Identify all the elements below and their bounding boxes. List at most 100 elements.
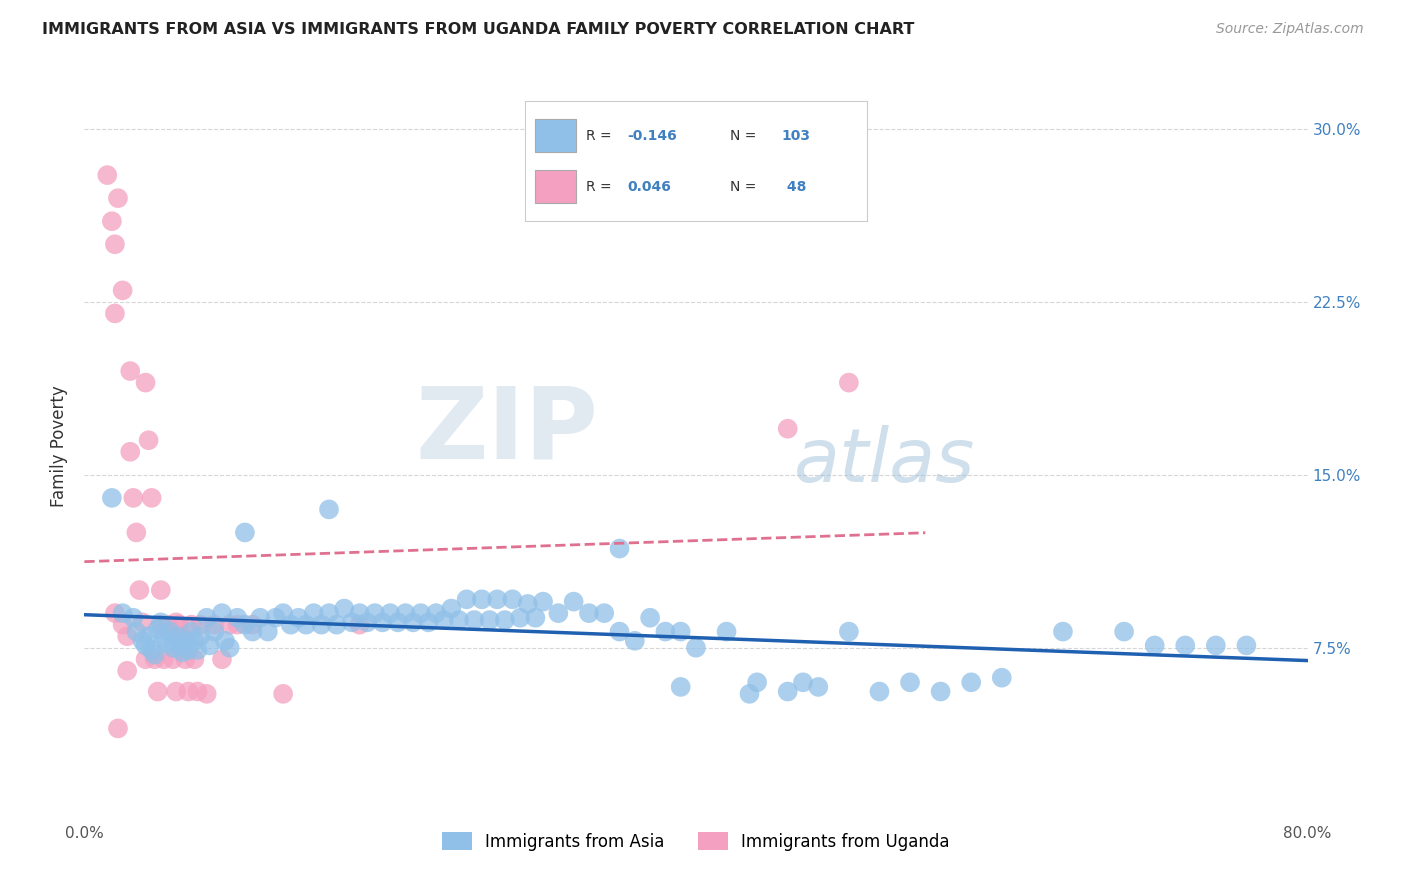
Point [122, 611, 145, 625]
Point [138, 434, 160, 448]
Point [101, 214, 124, 228]
Point [131, 633, 153, 648]
Point [325, 617, 347, 632]
Point [609, 624, 631, 639]
Point [447, 613, 470, 627]
Point [159, 624, 181, 639]
Point [183, 652, 205, 666]
Point [167, 639, 190, 653]
Text: Source: ZipAtlas.com: Source: ZipAtlas.com [1216, 22, 1364, 37]
Point [349, 606, 371, 620]
Point [593, 606, 616, 620]
Point [146, 684, 169, 698]
Point [486, 592, 509, 607]
Point [776, 422, 799, 436]
Point [271, 606, 294, 620]
Point [257, 624, 280, 639]
Point [174, 633, 197, 648]
Point [157, 617, 180, 632]
Point [516, 597, 538, 611]
Point [180, 617, 202, 632]
Point [578, 606, 600, 620]
Point [135, 639, 157, 653]
Point [280, 617, 302, 632]
Point [233, 617, 256, 632]
Point [669, 624, 692, 639]
Point [478, 613, 501, 627]
Point [107, 191, 129, 205]
Point [638, 611, 661, 625]
Point [186, 684, 208, 698]
Point [141, 491, 163, 505]
Point [463, 613, 485, 627]
Point [869, 684, 891, 698]
Point [838, 376, 860, 390]
Point [311, 617, 333, 632]
Point [1174, 639, 1197, 653]
Point [177, 643, 200, 657]
Point [120, 364, 142, 378]
Point [153, 632, 176, 646]
Text: ZIP: ZIP [415, 383, 598, 480]
Point [202, 617, 225, 632]
Point [125, 624, 148, 639]
Legend: Immigrants from Asia, Immigrants from Uganda: Immigrants from Asia, Immigrants from Ug… [436, 826, 956, 857]
Point [135, 376, 157, 390]
Point [669, 680, 692, 694]
Point [135, 652, 157, 666]
Point [380, 606, 402, 620]
Point [509, 611, 531, 625]
Point [1236, 639, 1258, 653]
Point [149, 617, 172, 632]
Point [624, 633, 647, 648]
Point [1205, 639, 1227, 653]
Point [104, 306, 127, 320]
Point [195, 611, 218, 625]
Point [211, 606, 233, 620]
Point [776, 684, 799, 698]
Point [242, 617, 264, 632]
Point [1052, 624, 1074, 639]
Point [425, 606, 447, 620]
Point [218, 617, 240, 632]
Point [440, 601, 463, 615]
Point [177, 684, 200, 698]
Point [792, 675, 814, 690]
Point [141, 643, 163, 657]
Point [333, 601, 356, 615]
Point [738, 687, 761, 701]
Point [156, 636, 179, 650]
Point [149, 583, 172, 598]
Point [96, 168, 118, 182]
Y-axis label: Family Poverty: Family Poverty [51, 385, 69, 507]
Point [502, 592, 524, 607]
Point [807, 680, 830, 694]
Point [409, 606, 432, 620]
Point [190, 617, 212, 632]
Point [494, 613, 516, 627]
Point [165, 629, 187, 643]
Point [218, 640, 240, 655]
Point [371, 615, 394, 630]
Point [128, 583, 150, 598]
Point [143, 648, 166, 662]
Point [264, 611, 287, 625]
Point [295, 617, 318, 632]
Point [456, 592, 478, 607]
Point [131, 615, 153, 630]
Point [202, 624, 225, 639]
Point [898, 675, 921, 690]
Point [143, 652, 166, 666]
Point [524, 611, 547, 625]
Point [1143, 639, 1166, 653]
Text: atlas: atlas [794, 425, 976, 497]
Point [111, 284, 134, 298]
Point [190, 629, 212, 643]
Point [531, 594, 554, 608]
Point [654, 624, 676, 639]
Point [120, 444, 142, 458]
Point [318, 502, 340, 516]
Point [249, 611, 271, 625]
Point [125, 525, 148, 540]
Point [960, 675, 983, 690]
